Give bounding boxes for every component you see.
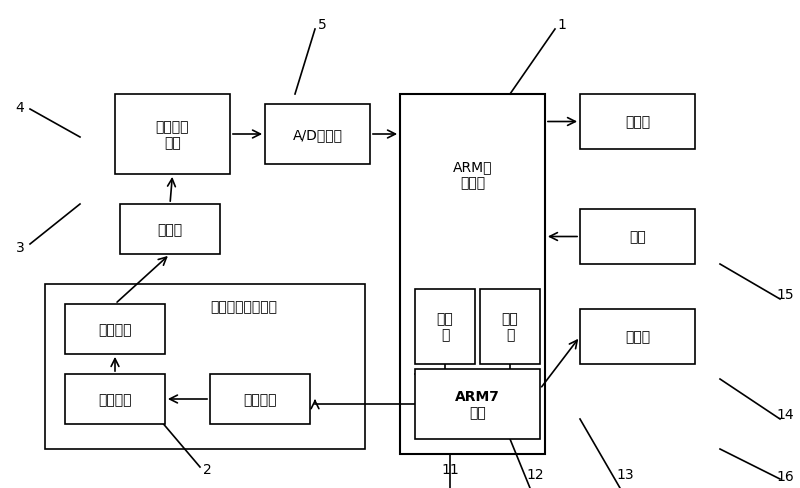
Text: 发光单元: 发光单元 <box>98 323 132 336</box>
Bar <box>415 289 475 364</box>
Bar <box>580 209 695 264</box>
Text: 13: 13 <box>616 467 634 481</box>
Text: 2: 2 <box>202 462 211 476</box>
Bar <box>400 95 545 454</box>
Text: 3: 3 <box>16 241 24 254</box>
Bar <box>45 285 365 449</box>
Bar <box>480 289 540 364</box>
Text: 稳压单元: 稳压单元 <box>98 392 132 406</box>
Bar <box>65 374 165 424</box>
Bar <box>120 204 220 254</box>
Bar <box>210 374 310 424</box>
Text: 4: 4 <box>16 101 24 115</box>
Bar <box>115 95 230 175</box>
Text: 定时
器: 定时 器 <box>437 312 454 342</box>
Text: 11: 11 <box>441 462 459 476</box>
Text: 14: 14 <box>776 407 794 421</box>
Bar <box>415 369 540 439</box>
Text: 12: 12 <box>526 467 544 481</box>
Text: 比色皿: 比色皿 <box>158 223 182 237</box>
Text: ARM控
制单元: ARM控 制单元 <box>453 160 492 190</box>
Bar <box>580 95 695 150</box>
Text: 光电转换
电路: 光电转换 电路 <box>156 120 190 150</box>
Bar <box>580 309 695 364</box>
Text: 5: 5 <box>318 18 326 32</box>
Text: 稳定光源产生电路: 稳定光源产生电路 <box>210 299 277 313</box>
Text: 计数
器: 计数 器 <box>502 312 518 342</box>
Text: 键盘: 键盘 <box>629 230 646 244</box>
Text: 显示屏: 显示屏 <box>625 330 650 344</box>
Text: 16: 16 <box>776 469 794 483</box>
Text: A/D转换器: A/D转换器 <box>293 128 342 142</box>
Text: ARM7
内核: ARM7 内核 <box>455 389 500 419</box>
Text: 存储器: 存储器 <box>625 115 650 129</box>
Bar <box>265 105 370 164</box>
Text: 15: 15 <box>776 287 794 302</box>
Text: 1: 1 <box>558 18 566 32</box>
Bar <box>65 305 165 354</box>
Text: 控制单元: 控制单元 <box>243 392 277 406</box>
